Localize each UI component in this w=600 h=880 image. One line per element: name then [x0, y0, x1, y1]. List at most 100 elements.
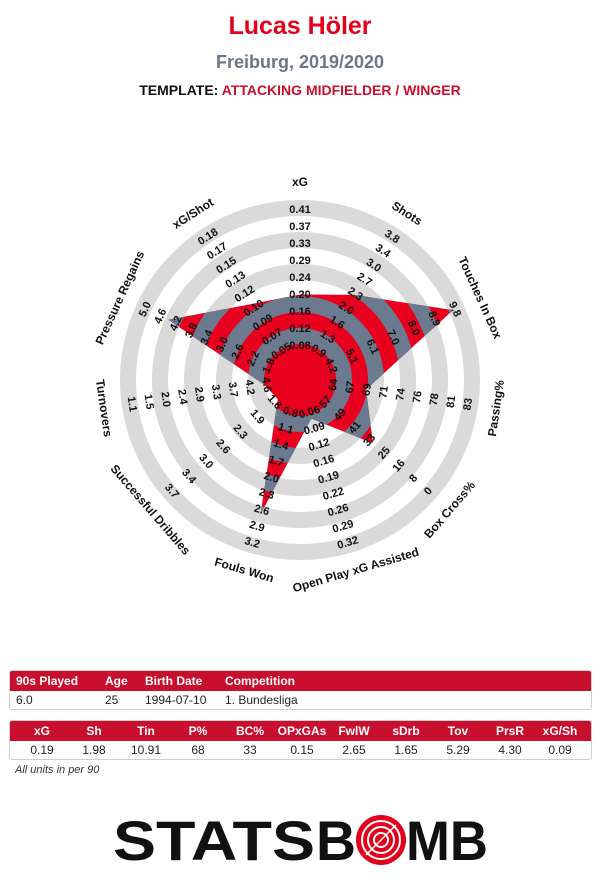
axis-tick-label: 2.4 [175, 388, 189, 406]
units-note: All units in per 90 [15, 764, 100, 776]
info-value-cell: 1994-07-10 [145, 693, 207, 707]
radar-center [280, 360, 320, 400]
stats-header-cell: OPxGAs [277, 724, 327, 738]
axis-tick-label: 2.0 [262, 470, 280, 486]
template-value: ATTACKING MIDFIELDER / WINGER [221, 82, 461, 98]
stats-value-cell: 2.65 [342, 743, 366, 757]
template-line: TEMPLATE: ATTACKING MIDFIELDER / WINGER [0, 82, 600, 98]
team-season: Freiburg, 2019/2020 [215, 52, 385, 72]
axis-tick-label: 0.16 [289, 306, 310, 318]
axis-tick-label: 0.12 [289, 323, 310, 335]
stats-header-cell: xG [33, 724, 50, 738]
template-label: TEMPLATE: [139, 82, 219, 98]
axis-tick-label: 0.20 [289, 289, 310, 301]
axis-tick-label: 0.06 [298, 404, 322, 422]
axis-tick-label: 74 [394, 387, 408, 402]
stats-header-cell: xG/Sh [542, 724, 578, 738]
info-header-cell: Birth Date [145, 674, 203, 688]
axis-tick-label: 69 [360, 383, 374, 397]
axis-tick-label: 3.2 [243, 535, 261, 551]
axis-tick-label: 0.19 [317, 469, 341, 487]
radar-chart: 0.080.120.160.200.240.290.330.370.41xG0.… [93, 175, 508, 595]
stats-header-cell: FwlW [338, 724, 370, 738]
axis-tick-label: 0.09 [302, 420, 326, 438]
axis-tick-label: 0.16 [312, 453, 336, 471]
logo-text-mb: MB [406, 809, 488, 872]
info-table-header: 90s Played Age Birth Date Competition [10, 671, 591, 691]
axis-tick-label: 1.8 [260, 356, 277, 375]
stats-value-cell: 33 [243, 743, 257, 757]
axis-tick-label: 3.0 [214, 335, 231, 354]
axis-tick-label: 1.1 [277, 421, 295, 437]
statsbomb-logo: STATS B MB [113, 809, 488, 872]
stats-table-header: xG Sh Tin P% BC% OPxGAs FwlW sDrb Tov Pr… [10, 721, 591, 741]
info-header-cell: 90s Played [16, 674, 79, 688]
info-header-cell: Age [105, 674, 128, 688]
axis-tick-label: 4.6 [152, 307, 169, 326]
axis-tick-label: 81 [445, 395, 459, 409]
stats-value-cell: 1.65 [394, 743, 418, 757]
axis-tick-label: 6.1 [364, 338, 381, 357]
stats-header-cell: sDrb [392, 724, 420, 738]
axis-tick-label: 0.29 [289, 255, 310, 267]
axis-tick-label: 8.0 [405, 319, 422, 338]
axis-tick-label: 3.3 [209, 384, 223, 401]
axis-tick-label: 4.6 [259, 376, 273, 393]
axis-tick-label: 3.8 [183, 321, 200, 340]
logo-text-b: B [316, 809, 356, 872]
player-name: Lucas Höler [228, 12, 372, 40]
info-table-row: 6.0 25 1994-07-10 1. Bundesliga [10, 691, 591, 709]
stats-header-cell: Sh [86, 724, 102, 738]
axis-tick-label: 64 [327, 377, 341, 392]
axis-label: Fouls Won [213, 555, 276, 586]
axis-tick-label: 83 [461, 397, 475, 411]
axis-tick-label: 0.8 [281, 405, 299, 421]
stats-table-row: 0.19 1.98 10.91 68 33 0.15 2.65 1.65 5.2… [10, 741, 591, 759]
axis-tick-label: 0.08 [289, 340, 310, 352]
axis-tick-label: 0.26 [326, 502, 350, 520]
info-value-cell: 1. Bundesliga [225, 693, 298, 707]
axis-tick-label: 2.3 [257, 486, 275, 502]
axis-tick-label: 0.33 [289, 238, 310, 250]
axis-tick-label: 1.7 [267, 454, 285, 470]
axis-tick-label: 2.6 [253, 503, 271, 519]
stats-value-cell: 0.09 [548, 743, 572, 757]
axis-tick-label: 1.5 [142, 393, 156, 410]
axis-tick-label: 1.1 [125, 396, 139, 413]
axis-tick-label: 7.0 [384, 328, 401, 347]
axis-tick-label: 2.6 [229, 342, 246, 361]
axis-tick-label: 2.0 [158, 391, 172, 408]
axis-tick-label: 0.22 [322, 485, 346, 503]
axis-tick-label: 71 [377, 385, 391, 399]
axis-label: Shots [389, 199, 425, 229]
info-value-cell: 25 [105, 693, 119, 707]
stats-value-cell: 5.29 [446, 743, 470, 757]
stats-header-cell: Tov [447, 724, 469, 738]
axis-label: xG [292, 175, 308, 189]
axis-tick-label: 4.2 [322, 356, 339, 375]
stats-header-cell: PrsR [495, 724, 524, 738]
background-ring [152, 232, 448, 528]
axis-tick-label: 0.41 [289, 204, 310, 216]
stats-value-cell: 10.91 [130, 743, 162, 757]
axis-tick-label: 2.9 [248, 519, 266, 535]
info-header-cell: Competition [225, 674, 295, 688]
axis-tick-label: 4.2 [242, 379, 256, 396]
background-ring [184, 264, 416, 496]
stats-header-cell: Tin [137, 724, 155, 738]
stats-value-cell: 0.19 [30, 743, 54, 757]
logo-text-stats: STATS [113, 809, 315, 872]
axis-tick-label: 5.1 [343, 347, 360, 366]
stats-table: xG Sh Tin P% BC% OPxGAs FwlW sDrb Tov Pr… [9, 720, 592, 760]
stats-value-cell: 0.15 [290, 743, 314, 757]
stats-header-cell: P% [188, 724, 208, 738]
stats-value-cell: 68 [191, 743, 205, 757]
axis-tick-label: 8.9 [425, 309, 442, 328]
axis-tick-label: 2.2 [245, 349, 262, 368]
background-ring [120, 200, 480, 560]
axis-tick-label: 0.37 [289, 221, 310, 233]
stats-value-cell: 4.30 [498, 743, 522, 757]
axis-tick-label: 0.12 [307, 436, 331, 454]
axis-tick-label: 4.2 [168, 314, 185, 333]
axis-tick-label: 1.4 [272, 437, 291, 453]
